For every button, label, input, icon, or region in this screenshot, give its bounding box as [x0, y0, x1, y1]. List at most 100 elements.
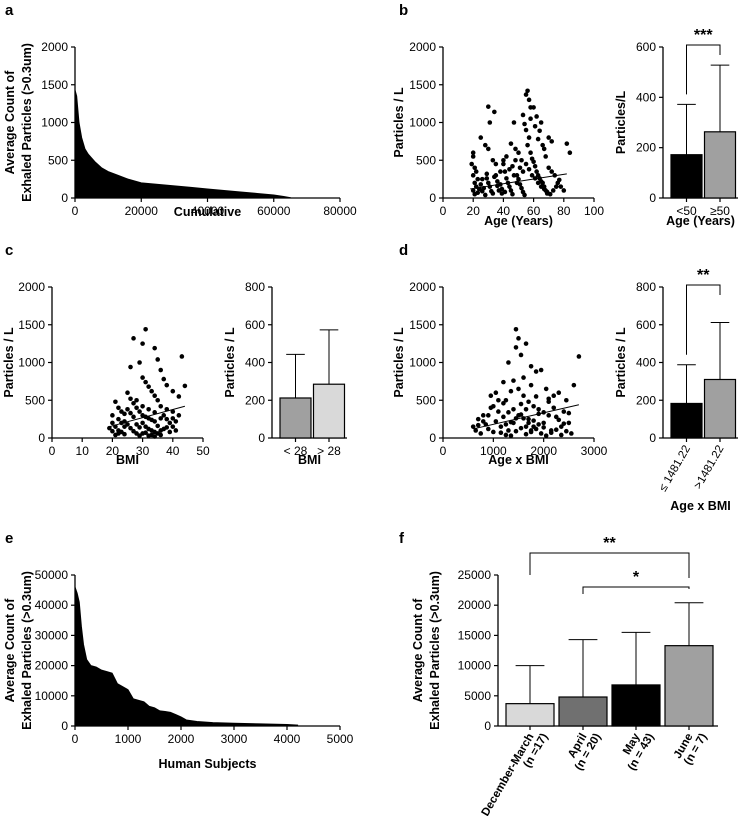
scatter-point	[487, 184, 493, 189]
x-tick-label: 30	[136, 444, 150, 458]
x-tick-label: 20	[106, 444, 120, 458]
scatter-point	[480, 413, 486, 418]
scatter-point	[538, 431, 544, 436]
y-tick-label: 15000	[458, 628, 492, 642]
scatter-point	[492, 109, 497, 115]
scatter-point	[564, 141, 570, 146]
x-tick-label: 50	[196, 444, 210, 458]
bar	[279, 397, 312, 439]
scatter-point	[131, 400, 136, 406]
y-tick-label: 0	[429, 431, 436, 445]
scatter-point	[528, 150, 533, 155]
scatter-point	[134, 422, 139, 427]
scatter-point	[496, 409, 501, 414]
significance-bracket	[529, 552, 690, 578]
y-tick-label: 0	[258, 431, 265, 445]
significance-label: *	[633, 569, 640, 586]
scatter-point	[513, 146, 518, 152]
scatter-point	[110, 428, 115, 434]
scatter-point	[472, 180, 478, 186]
scatter-point	[513, 428, 519, 434]
scatter-point	[528, 382, 534, 388]
y-tick-label: 800	[636, 280, 656, 294]
scatter-point	[543, 154, 548, 159]
y-axis-title: Particles / L	[392, 327, 406, 398]
y-tick-label: 30000	[35, 628, 69, 642]
scatter-point	[537, 128, 542, 134]
scatter-point	[152, 434, 157, 439]
bar	[670, 154, 703, 199]
x-tick-label: 0	[49, 444, 56, 458]
scatter-point	[525, 142, 530, 148]
scatter-point	[472, 165, 478, 171]
scatter-point	[484, 176, 490, 181]
x-tick-label: ≥50	[710, 204, 730, 218]
scatter-point	[532, 163, 538, 169]
area-series	[74, 586, 299, 727]
scatter-point	[523, 341, 529, 346]
x-tick-label: 40000	[191, 204, 225, 218]
x-tick-label: December-March	[480, 732, 537, 816]
scatter-point	[541, 425, 546, 430]
scatter-point	[146, 433, 151, 439]
x-tick-label: 0	[440, 204, 447, 218]
x-tick-label: 80	[557, 204, 571, 218]
y-tick-label: 0	[61, 191, 68, 205]
scatter-point	[525, 88, 530, 94]
scatter-point	[122, 424, 127, 429]
scatter-point	[526, 167, 532, 172]
scatter-point	[543, 433, 549, 439]
scatter-point	[516, 386, 521, 392]
scatter-point	[567, 150, 573, 155]
scatter-point	[566, 410, 572, 416]
scatter-point	[503, 432, 509, 438]
scatter-point	[128, 396, 133, 402]
scatter-point	[152, 419, 157, 424]
scatter-point	[155, 357, 160, 362]
scatter-point	[513, 345, 519, 350]
scatter-point	[473, 428, 479, 433]
scatter-point	[484, 171, 490, 177]
scatter-point	[556, 390, 562, 396]
scatter-point	[533, 369, 539, 374]
scatter-point	[176, 413, 182, 418]
scatter-point	[501, 400, 506, 406]
scatter-point	[540, 142, 545, 148]
scatter-point	[528, 363, 534, 369]
scatter-point	[546, 135, 551, 140]
y-axis-title: Average Count of	[411, 598, 425, 703]
y-axis-title: Average Count of	[3, 70, 17, 175]
scatter-point	[522, 192, 527, 198]
y-tick-label: 500	[48, 153, 68, 167]
scatter-point	[503, 397, 509, 403]
scatter-point	[522, 121, 527, 127]
y-tick-label: 1000	[41, 116, 68, 130]
y-tick-label: 1500	[409, 78, 436, 92]
scatter-point	[167, 420, 173, 426]
scatter-point	[532, 123, 538, 129]
y-axis-title: Particles / L	[223, 327, 237, 398]
scatter-point	[137, 409, 142, 414]
scatter-point	[541, 186, 547, 192]
bar	[664, 645, 714, 727]
scatter-point	[531, 159, 536, 165]
y-axis-title: Particles / L	[2, 327, 16, 398]
scatter-point	[470, 188, 476, 193]
scatter-point	[137, 425, 142, 430]
area-series	[74, 89, 291, 199]
scatter-point	[158, 367, 164, 373]
scatter-point	[480, 419, 486, 424]
scatter-point	[170, 424, 176, 429]
scatter-point	[513, 326, 519, 332]
x-axis-title: BMI	[298, 453, 321, 467]
y-tick-label: 2000	[18, 280, 45, 294]
scatter-point	[553, 184, 559, 189]
scatter-point	[526, 97, 532, 103]
scatter-point	[526, 135, 532, 140]
x-tick-label: <50	[676, 204, 697, 218]
scatter-point	[140, 341, 145, 346]
y-tick-label: 25000	[458, 568, 492, 582]
scatter-point	[549, 169, 555, 174]
significance-label: ***	[694, 27, 713, 44]
scatter-point	[478, 431, 484, 436]
